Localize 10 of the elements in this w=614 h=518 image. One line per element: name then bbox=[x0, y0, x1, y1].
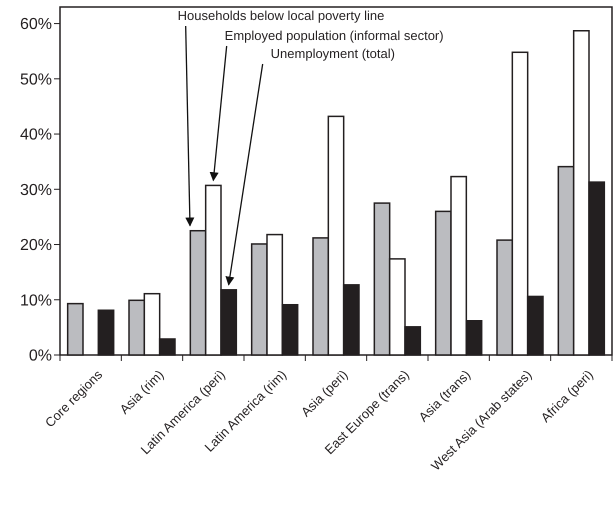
y-tick-label: 0% bbox=[28, 348, 52, 365]
y-tick-label: 20% bbox=[20, 237, 52, 254]
y-tick-label: 50% bbox=[20, 71, 52, 88]
text: Households below local poverty line bbox=[178, 8, 384, 23]
y-tick-label: 40% bbox=[20, 126, 52, 144]
text: Unemployment (total) bbox=[270, 46, 395, 61]
y-tick-label: 60% bbox=[20, 16, 52, 34]
y-tick-label: 10% bbox=[20, 292, 52, 310]
text: Employed population (informal sector) bbox=[224, 28, 444, 43]
y-tick-label: 30% bbox=[20, 182, 52, 199]
